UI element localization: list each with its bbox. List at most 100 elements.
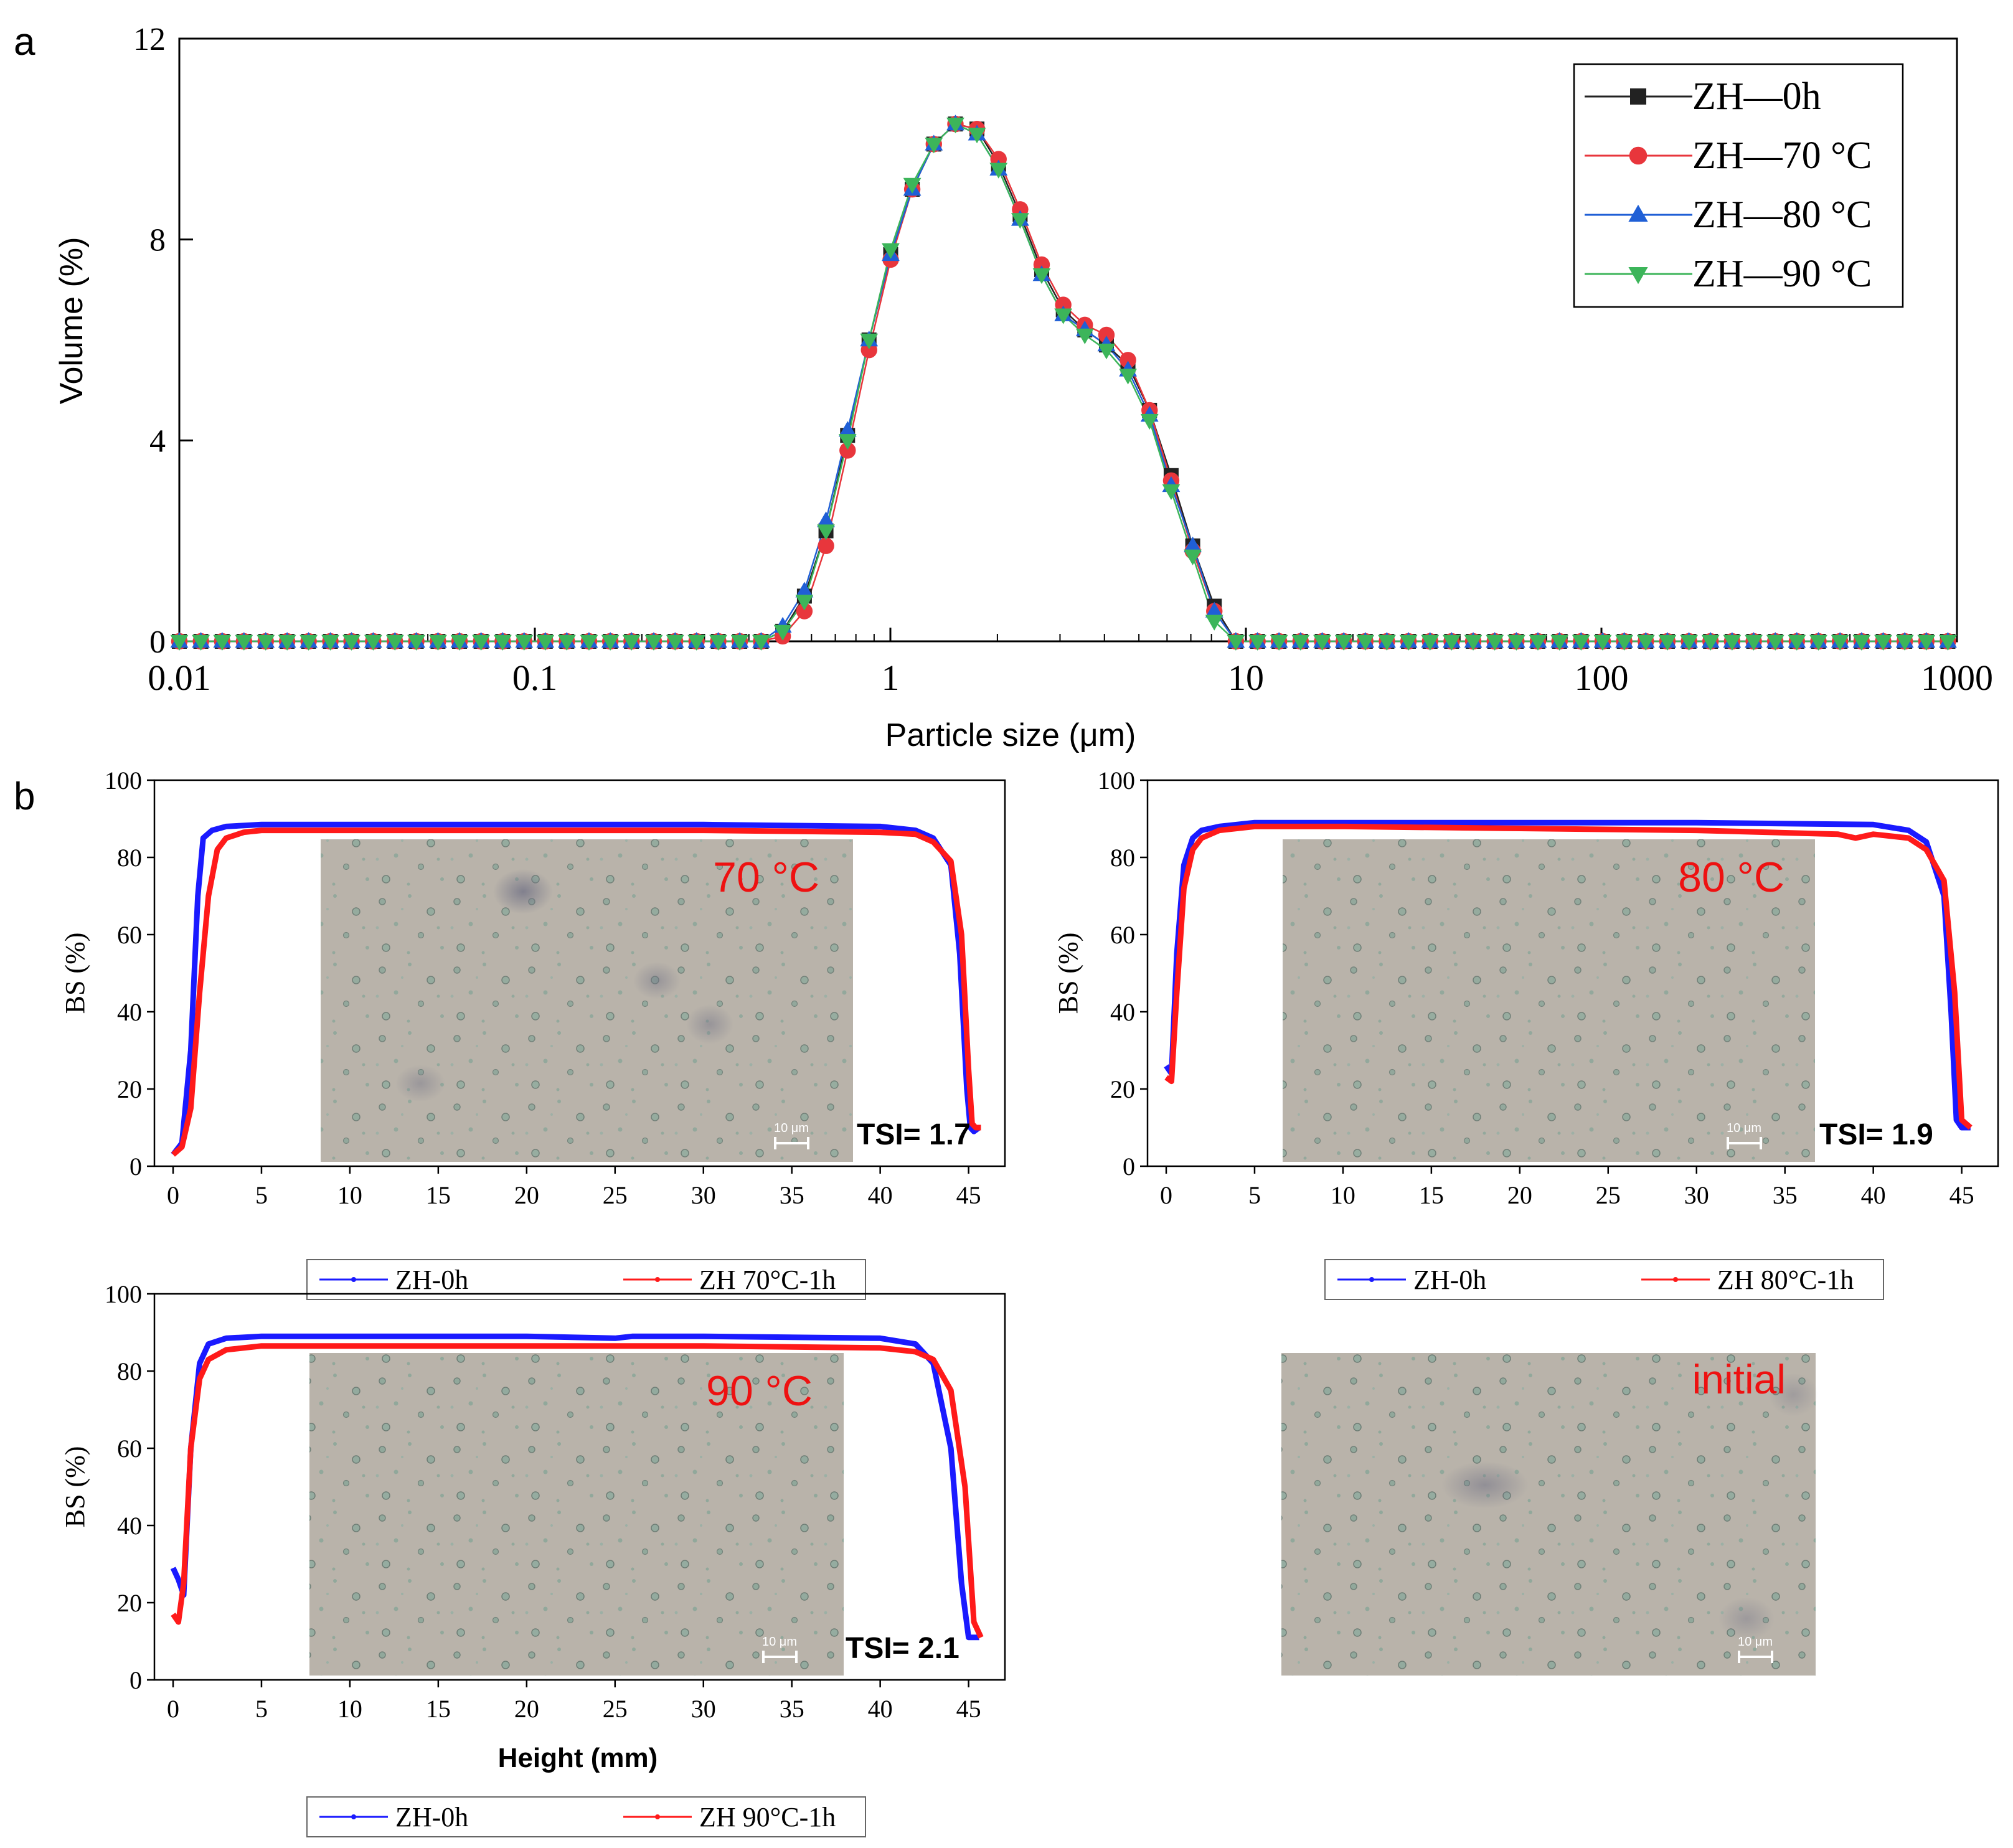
psd-data-point — [817, 524, 835, 540]
psd-data-point — [321, 634, 340, 651]
psd-data-point — [213, 634, 232, 651]
bs70-x-tick-label: 45 — [956, 1181, 981, 1209]
bs80-x-tick-label: 45 — [1949, 1181, 1974, 1209]
bs80-x-tick-label: 10 — [1331, 1181, 1355, 1209]
psd-data-point — [1486, 634, 1504, 651]
bs80-x-tick-label: 30 — [1684, 1181, 1709, 1209]
bs80-plot-frame — [1146, 779, 1999, 1167]
bs80-y-axis-label: BS (%) — [1053, 933, 1083, 1014]
psd-x-tick-label: 10 — [1228, 658, 1264, 698]
bs70-legend-marker — [655, 1277, 660, 1282]
bs90-y-tick-label: 80 — [117, 1357, 142, 1385]
bs70-micrograph-blob — [633, 962, 681, 999]
bs90-micrograph-droplets — [309, 1353, 844, 1676]
bs80-legend: ZH-0h ZH 80°C-1h — [1324, 1259, 1884, 1300]
bs90-y-tick-label: 20 — [117, 1589, 142, 1617]
bs90-y-tick-label: 100 — [105, 1280, 142, 1308]
psd-y-tick-label: 0 — [149, 625, 166, 660]
bs80-x-tick-label: 40 — [1861, 1181, 1886, 1209]
initial-micrograph-blob — [1441, 1461, 1529, 1509]
psd-data-point — [1443, 634, 1461, 651]
psd-y-ticks: 0 4 8 12 — [133, 22, 193, 660]
psd-y-tick-label: 8 — [149, 223, 166, 258]
bs90-x-tick-label: 30 — [691, 1695, 716, 1723]
bs80-x-tick-label: 35 — [1773, 1181, 1798, 1209]
psd-legend-marker — [1628, 266, 1648, 285]
psd-legend-label: ZH—70 °C — [1692, 134, 1872, 177]
bs70-x-tick-label: 0 — [167, 1181, 179, 1209]
psd-data-point — [817, 511, 835, 527]
psd-data-point — [1075, 328, 1094, 344]
bs70-legend-label: ZH 70°C-1h — [699, 1265, 836, 1295]
bs70-plot-frame — [153, 779, 1006, 1167]
psd-data-point — [278, 634, 296, 651]
bs70-series-group — [171, 821, 981, 1157]
bs80-scale-bar: 10 μm — [1727, 1121, 1762, 1149]
bs80-x-tick-label: 20 — [1507, 1181, 1532, 1209]
psd-x-tick-label: 1000 — [1921, 658, 1993, 698]
bs90-x-tick-label: 5 — [255, 1695, 268, 1723]
psd-data-point — [407, 634, 425, 651]
bs90-legend-box — [306, 1796, 866, 1837]
bs90-legend-marker — [351, 1814, 356, 1819]
bs90-plot-frame — [153, 1293, 1006, 1681]
psd-data-point — [1895, 634, 1914, 651]
psd-data-point — [1939, 634, 1957, 651]
psd-y-tick-label: 12 — [133, 22, 166, 57]
bs70-micrograph-blob — [493, 869, 553, 914]
psd-data-point — [1701, 634, 1720, 651]
psd-y-axis-label: Volume (%) — [54, 237, 90, 405]
psd-data-point — [773, 625, 792, 641]
bs70-y-axis-label: BS (%) — [60, 933, 90, 1014]
bs80-scale-bar-label: 10 μm — [1727, 1121, 1761, 1135]
bs80-legend-label: ZH 80°C-1h — [1717, 1265, 1854, 1295]
bs90-inset-label: 90 °C — [706, 1367, 813, 1415]
bs70-inset-label: 70 °C — [713, 854, 819, 901]
bs90-legend-label: ZH 90°C-1h — [699, 1802, 836, 1832]
psd-legend-items: ZH—0h ZH—70 °C ZH—80 °C ZH—90 °C — [1585, 75, 1872, 295]
psd-y-tick-label: 4 — [149, 423, 166, 459]
bs90-series-group — [170, 1333, 984, 1641]
psd-data-point — [903, 177, 922, 194]
psd-legend-marker — [1630, 88, 1646, 105]
psd-data-point — [644, 634, 663, 651]
bs-chart-80: 0 20 40 60 80 100 0 5 10 15 20 25 30 35 40 45 80 °C 10 … — [1053, 766, 1999, 1300]
bs70-micrograph-blob — [686, 1004, 733, 1044]
psd-legend: ZH—0h ZH—70 °C ZH—80 °C ZH—90 °C — [1573, 63, 1904, 308]
psd-data-point — [622, 634, 641, 651]
bs90-series-line — [171, 1343, 984, 1639]
bs70-y-tick-label: 80 — [117, 844, 142, 872]
psd-data-point — [170, 634, 189, 651]
psd-x-axis-label: Particle size (μm) — [885, 717, 1136, 753]
psd-data-point — [1615, 634, 1633, 651]
psd-data-point — [838, 421, 857, 437]
psd-data-point — [1205, 601, 1223, 618]
bs70-legend-box — [306, 1259, 866, 1300]
psd-data-point — [946, 117, 964, 134]
bs70-series-line — [171, 827, 981, 1157]
psd-x-ticks: 0.01 0.1 1 10 100 1000 — [148, 628, 1993, 698]
psd-data-point — [557, 634, 576, 651]
psd-plot-frame — [178, 37, 1958, 643]
bs70-ticks: 0 20 40 60 80 100 0 5 10 15 20 25 30 35 40 45 — [105, 766, 981, 1209]
psd-data-point — [385, 634, 404, 651]
bs90-x-tick-label: 45 — [956, 1695, 981, 1723]
psd-data-point — [580, 634, 598, 651]
psd-data-point — [1313, 634, 1331, 651]
bs70-micrograph: 70 °C 10 μm — [321, 839, 853, 1162]
psd-data-point — [192, 634, 210, 651]
bs90-legend: ZH-0h ZH 90°C-1h — [306, 1796, 866, 1837]
psd-data-point — [1205, 615, 1223, 631]
bs90-legend-marker — [655, 1814, 660, 1819]
psd-data-point — [1507, 634, 1525, 651]
psd-legend-label: ZH—80 °C — [1692, 194, 1872, 236]
bs90-y-tick-label: 40 — [117, 1512, 142, 1540]
bs70-tsi-label: TSI= 1.7 — [857, 1118, 971, 1151]
psd-data-point — [1248, 634, 1267, 651]
bs90-x-tick-label: 0 — [167, 1695, 179, 1723]
psd-legend-marker — [1629, 146, 1648, 165]
panel-a-label: a — [14, 21, 35, 64]
bs90-x-tick-label: 25 — [603, 1695, 628, 1723]
psd-data-point — [1119, 369, 1137, 385]
psd-data-point — [687, 634, 706, 651]
